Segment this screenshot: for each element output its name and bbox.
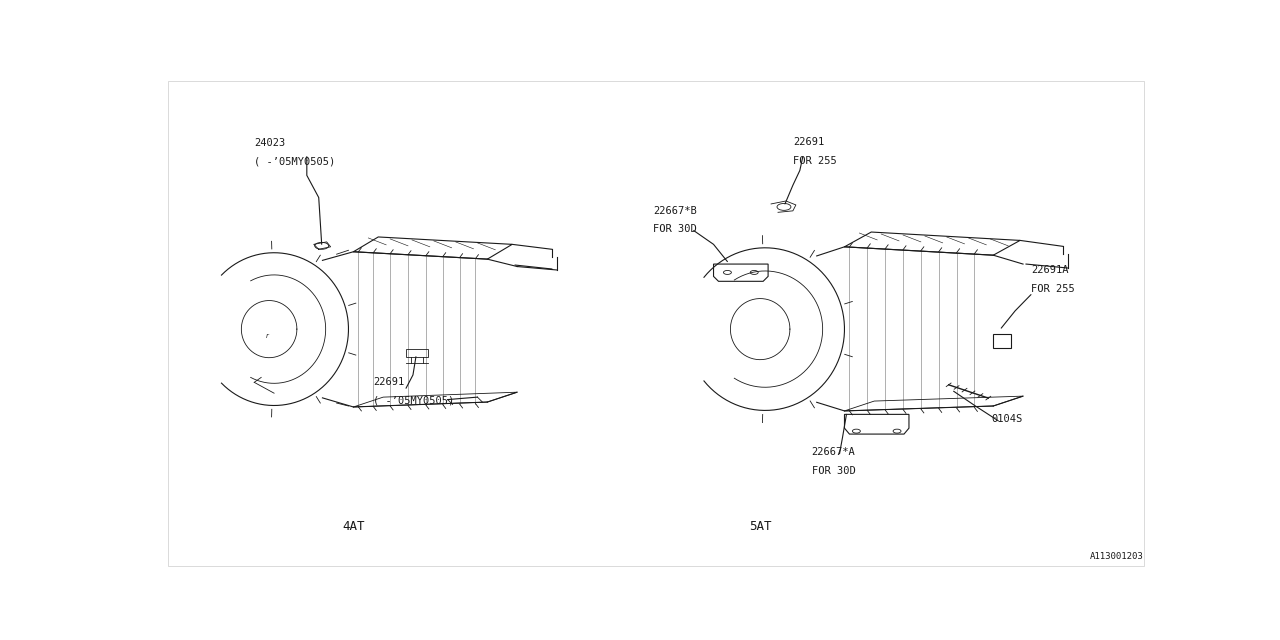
- Text: 0104S: 0104S: [991, 414, 1023, 424]
- Bar: [406, 349, 428, 356]
- Text: 22667*A: 22667*A: [812, 447, 855, 457]
- Text: A113001203: A113001203: [1091, 552, 1144, 561]
- Text: 22667*B: 22667*B: [653, 206, 696, 216]
- Text: FOR 30D: FOR 30D: [812, 466, 855, 476]
- Text: FOR 30D: FOR 30D: [653, 225, 696, 234]
- Text: ( -’05MY0505): ( -’05MY0505): [255, 157, 335, 167]
- Text: 5AT: 5AT: [749, 520, 772, 532]
- Text: FOR 255: FOR 255: [792, 156, 837, 166]
- Text: 22691: 22691: [792, 137, 824, 147]
- Text: 22691A: 22691A: [1030, 265, 1069, 275]
- Text: r: r: [266, 333, 269, 339]
- Text: 22691: 22691: [374, 377, 404, 387]
- Text: 24023: 24023: [255, 138, 285, 148]
- Text: FOR 255: FOR 255: [1030, 284, 1075, 294]
- Text: ( -’05MY0505): ( -’05MY0505): [374, 396, 454, 406]
- Text: 4AT: 4AT: [342, 520, 365, 532]
